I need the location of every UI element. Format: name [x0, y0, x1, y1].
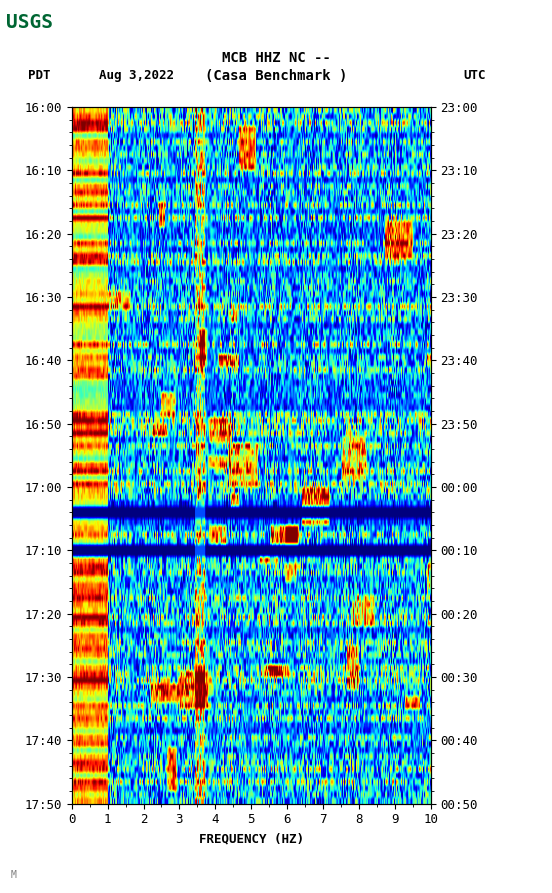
Text: UTC: UTC — [464, 70, 486, 82]
Text: Aug 3,2022: Aug 3,2022 — [99, 70, 174, 82]
Text: MCB HHZ NC --: MCB HHZ NC -- — [221, 51, 331, 65]
Text: PDT: PDT — [28, 70, 50, 82]
Text: (Casa Benchmark ): (Casa Benchmark ) — [205, 69, 347, 83]
X-axis label: FREQUENCY (HZ): FREQUENCY (HZ) — [199, 832, 304, 845]
Text: USGS: USGS — [6, 13, 52, 32]
Text: M: M — [11, 870, 17, 880]
